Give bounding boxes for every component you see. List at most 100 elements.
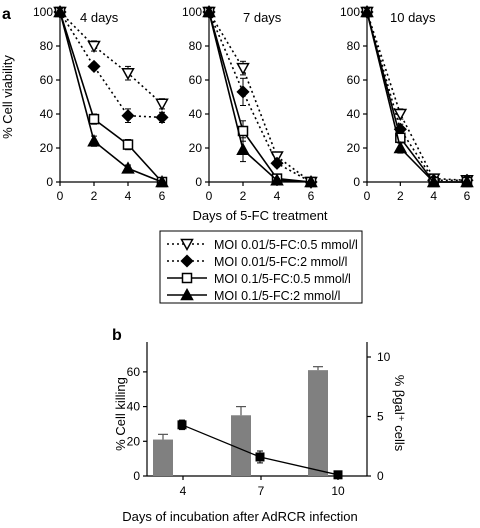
series-line-2 (366, 11, 467, 182)
bar (231, 415, 251, 476)
subplot-4-days-y-ticks: 0 20 40 60 80 100 (33, 5, 60, 189)
subplot-4-days-y-tick-label: 40 (40, 107, 54, 121)
series-4-point (393, 140, 408, 154)
legend-box (159, 230, 363, 304)
panel-b-label: b (112, 327, 122, 344)
subplot-4-days-x-tick-label: 0 (57, 189, 64, 203)
series-3-point (122, 139, 134, 150)
subplot-4-days-x-ticks: 0 2 4 6 (57, 182, 166, 203)
series-4-point (53, 4, 67, 18)
legend-entry-1: MOI 0.01/5-FC:0.5 mmol/l (214, 238, 358, 252)
series-line-1 (208, 11, 312, 183)
series-line-3 (366, 11, 467, 183)
series-4-point (155, 174, 169, 188)
series-2-point (87, 59, 101, 73)
series-4-point (460, 174, 474, 188)
panel-b-bars (153, 366, 328, 476)
subplot-10-days-y-ticks: 0 20 40 60 80 100 (340, 5, 367, 189)
series-1-point (236, 62, 250, 76)
bar (308, 370, 328, 476)
panel-b-line (177, 419, 343, 480)
panel-b: b % Cell killing % βgal⁺ cells Days of i… (112, 327, 407, 524)
panel-b-right-tick-label: 0 (377, 469, 384, 483)
subplot-7-days-y-tick-label: 60 (189, 73, 203, 87)
series-4-point (304, 174, 318, 188)
subplot-10-days-x-tick-label: 0 (364, 189, 371, 203)
subplot-7-days-y-tick-label: 20 (189, 141, 203, 155)
series-4-point (236, 142, 250, 155)
subplot-10-days-x-ticks: 0 2 4 6 (364, 182, 471, 203)
subplot-7-days-x-tick-label: 0 (206, 189, 213, 203)
panel-b-xlabel: Days of incubation after AdRCR infection (122, 509, 358, 524)
subplot-7-days-y-tick-label: 0 (195, 175, 202, 189)
panel-a-xlabel: Days of 5-FC treatment (192, 208, 327, 223)
series-line-4 (59, 11, 163, 183)
legend-entry-4: MOI 0.1/5-FC:2 mmol/l (214, 289, 340, 303)
legend-entries: MOI 0.01/5-FC:0.5 mmol/l MOI 0.01/5-FC:2 … (167, 238, 358, 303)
subplot-7-days: 0 20 40 60 80 100 0 2 4 6 7 days (182, 4, 318, 203)
series-1-point (155, 98, 169, 111)
subplot-7-days-axes (208, 12, 311, 183)
series-4-point (202, 4, 216, 18)
panel-b-x-ticks: 4 7 10 (180, 476, 345, 498)
panel-a: a % Cell viability Days of 5-FC treatmen… (0, 4, 474, 223)
series-4-point (360, 4, 374, 18)
panel-b-right-tick-label: 10 (377, 350, 391, 364)
subplot-7-days-x-tick-label: 4 (274, 189, 281, 203)
subplot-10-days-y-tick-label: 0 (353, 175, 360, 189)
series-line-2 (59, 11, 163, 119)
subplot-10-days-plot (360, 4, 474, 188)
subplot-10-days: 0 20 40 60 80 100 0 2 4 6 10 days (340, 4, 474, 203)
series-line-3 (59, 11, 163, 183)
legend-marker-4 (180, 287, 194, 301)
subplot-7-days-y-tick-label: 80 (189, 39, 203, 53)
panel-b-x-tick-label: 4 (180, 484, 187, 498)
subplot-7-days-x-ticks: 0 2 4 6 (206, 182, 315, 203)
subplot-7-days-y-tick-label: 100 (182, 5, 202, 19)
subplot-4-days-y-tick-label: 0 (46, 175, 53, 189)
subplot-4-days: 0 20 40 60 80 100 0 2 4 6 4 days (33, 4, 169, 203)
subplot-10-days-y-tick-label: 60 (347, 73, 361, 87)
subplot-4-days-axes (59, 12, 162, 183)
subplot-10-days-y-tick-label: 40 (347, 107, 361, 121)
subplot-10-days-x-tick-label: 6 (464, 189, 471, 203)
series-4-point (426, 174, 441, 188)
subplot-10-days-x-tick-label: 2 (397, 189, 404, 203)
series-2-point (155, 110, 169, 124)
series-2-point (270, 156, 284, 170)
subplot-4-days-y-tick-label: 80 (40, 39, 54, 53)
panel-b-axes (146, 342, 368, 477)
subplot-7-days-x-tick-label: 6 (308, 189, 315, 203)
subplot-10-days-title: 10 days (390, 10, 436, 25)
subplot-7-days-x-tick-label: 2 (240, 189, 247, 203)
series-4-point (121, 161, 135, 174)
legend-marker-2 (180, 254, 194, 268)
subplot-10-days-y-tick-label: 100 (340, 5, 360, 19)
series-1-point (87, 40, 101, 54)
panel-b-left-tick-label: 0 (133, 469, 140, 483)
legend-entry-3: MOI 0.1/5-FC:0.5 mmol/l (214, 272, 351, 286)
subplot-4-days-y-tick-label: 100 (33, 5, 53, 19)
subplot-4-days-x-tick-label: 6 (159, 189, 166, 203)
subplot-7-days-y-tick-label: 40 (189, 107, 203, 121)
series-1-point (393, 108, 408, 122)
subplot-7-days-y-ticks: 0 20 40 60 80 100 (182, 5, 209, 189)
panel-a-ylabel: % Cell viability (0, 55, 15, 139)
betagal-point (255, 452, 265, 462)
betagal-point (333, 470, 343, 480)
panel-b-left-tick-label: 60 (127, 365, 141, 379)
panel-b-ylabel-left: % Cell killing (113, 377, 128, 451)
subplot-4-days-x-tick-label: 2 (91, 189, 98, 203)
panel-b-x-tick-label: 7 (258, 484, 265, 498)
legend-marker-3 (181, 272, 193, 284)
panel-b-y-ticks-left: 0 20 40 60 (127, 365, 147, 483)
panel-b-x-tick-label: 10 (331, 484, 345, 498)
subplot-10-days-x-tick-label: 4 (430, 189, 437, 203)
bar (153, 439, 173, 476)
subplot-7-days-title: 7 days (243, 10, 282, 25)
series-4-point (87, 134, 101, 147)
series-line-3 (208, 11, 312, 183)
series-2-point (236, 85, 250, 99)
subplot-10-days-y-tick-label: 20 (347, 141, 361, 155)
